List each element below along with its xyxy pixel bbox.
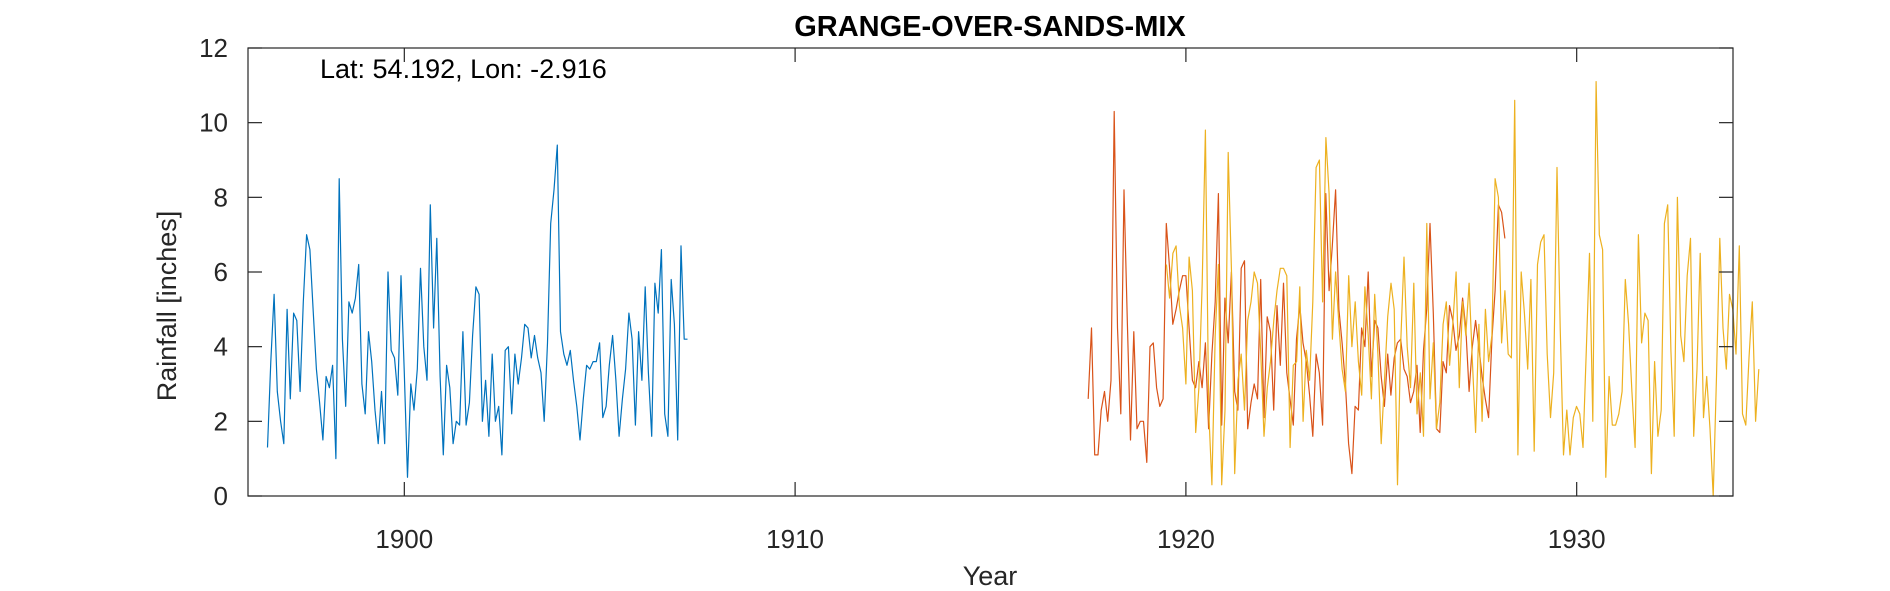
x-tick-label: 1900 xyxy=(375,524,433,554)
y-tick-label: 8 xyxy=(214,182,228,212)
plot-frame xyxy=(247,47,1734,497)
x-tick-label: 1930 xyxy=(1548,524,1606,554)
y-tick-label: 4 xyxy=(214,332,228,362)
chart-title: GRANGE-OVER-SANDS-MIX xyxy=(794,11,1186,43)
y-tick-label: 6 xyxy=(214,257,228,287)
x-tick-label: 1920 xyxy=(1157,524,1215,554)
y-tick-label: 10 xyxy=(199,108,228,138)
y-tick-label: 0 xyxy=(214,481,228,511)
x-tick-label: 1910 xyxy=(766,524,824,554)
tick-layer: 1900 1910 1920 1930 0 2 4 6 8 10 12 xyxy=(199,33,1733,554)
series-line-2 xyxy=(1087,110,1506,475)
y-axis-label: Rainfall [inches] xyxy=(152,211,182,402)
series-line-1 xyxy=(266,144,688,478)
y-tick-label: 12 xyxy=(199,33,228,63)
series-line-3 xyxy=(1165,80,1760,497)
x-axis-label: Year xyxy=(963,561,1018,591)
series-layer xyxy=(266,80,1760,497)
location-annotation: Lat: 54.192, Lon: -2.916 xyxy=(320,54,607,84)
y-tick-label: 2 xyxy=(214,406,228,436)
